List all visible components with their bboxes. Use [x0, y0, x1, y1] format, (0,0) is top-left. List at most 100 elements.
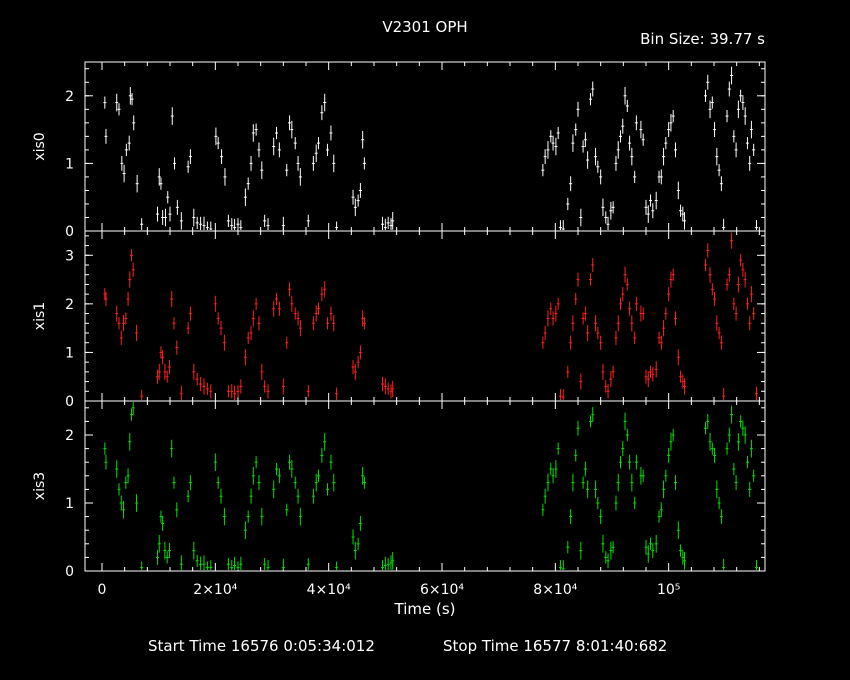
data-point-xis0	[681, 206, 685, 222]
data-point-xis1	[621, 287, 625, 302]
y-tick-label-xis1: 0	[65, 394, 74, 410]
data-point-xis3	[732, 462, 736, 476]
data-point-xis0	[320, 105, 324, 121]
data-point-xis1	[546, 310, 550, 327]
data-point-xis3	[591, 407, 595, 423]
data-point-xis3	[209, 560, 213, 570]
data-point-xis3	[594, 480, 598, 499]
data-point-xis3	[657, 510, 661, 523]
data-point-xis0	[739, 89, 743, 102]
data-point-xis1	[361, 310, 365, 327]
data-point-xis3	[625, 428, 629, 442]
data-point-xis0	[644, 199, 648, 215]
data-point-xis0	[662, 147, 666, 166]
data-point-xis1	[554, 305, 558, 322]
data-point-xis3	[583, 461, 587, 477]
data-point-xis1	[541, 336, 545, 349]
data-point-xis0	[209, 221, 213, 230]
data-point-xis3	[741, 420, 745, 436]
data-point-xis1	[673, 311, 677, 326]
data-point-xis3	[576, 420, 580, 436]
data-point-xis1	[704, 258, 707, 272]
data-point-xis3	[633, 496, 637, 510]
data-point-xis0	[546, 141, 550, 159]
y-tick-label-xis3: 2	[65, 428, 74, 444]
data-point-xis1	[175, 340, 179, 355]
data-point-xis1	[664, 307, 668, 320]
data-point-xis0	[621, 118, 625, 134]
data-point-xis1	[739, 254, 743, 267]
data-point-xis0	[157, 168, 161, 186]
data-point-xis1	[717, 326, 721, 340]
data-point-xis3	[596, 496, 600, 510]
data-point-xis1	[732, 297, 736, 310]
data-point-xis3	[717, 496, 721, 510]
data-point-xis1	[391, 380, 395, 397]
data-point-xis0	[326, 143, 330, 156]
data-point-xis0	[323, 93, 327, 112]
data-point-xis0	[306, 214, 310, 227]
data-point-xis0	[140, 218, 144, 230]
data-point-xis1	[122, 315, 126, 332]
data-point-xis3	[103, 442, 107, 455]
data-point-xis1	[599, 335, 603, 350]
data-point-xis0	[752, 143, 756, 156]
data-point-xis3	[122, 500, 126, 519]
data-point-xis3	[316, 469, 320, 482]
data-point-xis0	[192, 208, 196, 227]
data-point-xis0	[671, 109, 675, 123]
data-point-xis0	[614, 155, 618, 171]
data-point-xis0	[641, 133, 645, 146]
data-point-xis0	[743, 107, 747, 125]
data-point-xis0	[383, 218, 387, 230]
data-point-xis0	[551, 135, 555, 151]
data-point-xis1	[583, 306, 587, 321]
data-point-xis0	[706, 74, 710, 90]
data-point-xis1	[569, 335, 573, 350]
data-point-xis1	[249, 325, 253, 341]
data-point-xis1	[124, 312, 128, 325]
data-point-xis0	[358, 183, 362, 198]
data-point-xis3	[734, 475, 738, 491]
data-point-xis1	[748, 316, 752, 331]
data-point-xis0	[725, 109, 729, 123]
data-point-xis0	[630, 147, 634, 166]
data-point-xis0	[704, 89, 707, 102]
data-point-xis0	[293, 137, 297, 150]
data-point-xis1	[604, 380, 608, 393]
data-point-xis1	[306, 385, 310, 398]
data-point-xis0	[679, 204, 683, 217]
data-point-xis1	[633, 331, 637, 344]
data-point-xis0	[122, 164, 126, 183]
data-point-xis1	[170, 290, 174, 308]
data-point-xis1	[167, 359, 171, 375]
data-point-xis0	[199, 216, 203, 230]
data-point-xis3	[649, 537, 653, 550]
data-point-xis1	[706, 243, 710, 258]
data-point-xis0	[633, 170, 637, 184]
y-tick-label-xis0: 1	[65, 156, 74, 172]
data-point-xis3	[161, 515, 165, 531]
data-point-xis1	[586, 324, 590, 342]
data-point-xis1	[316, 302, 320, 315]
data-point-xis1	[628, 301, 632, 316]
data-point-xis3	[574, 449, 578, 462]
data-point-xis1	[254, 297, 258, 310]
data-point-xis0	[281, 216, 285, 230]
data-point-xis1	[574, 292, 578, 306]
data-point-xis1	[749, 286, 753, 303]
data-point-xis1	[219, 321, 223, 336]
data-point-xis1	[657, 331, 661, 344]
y-axis-label-xis1: xis1	[32, 302, 48, 330]
data-point-xis1	[651, 367, 655, 382]
data-point-xis1	[353, 363, 357, 380]
data-point-xis0	[246, 177, 250, 190]
data-point-xis1	[634, 296, 638, 311]
data-point-xis0	[736, 100, 740, 119]
data-point-xis3	[599, 509, 603, 525]
data-point-xis3	[646, 545, 650, 563]
data-point-xis0	[230, 218, 234, 230]
data-point-xis3	[293, 476, 297, 489]
data-point-xis1	[734, 306, 738, 321]
data-point-xis3	[745, 456, 749, 469]
